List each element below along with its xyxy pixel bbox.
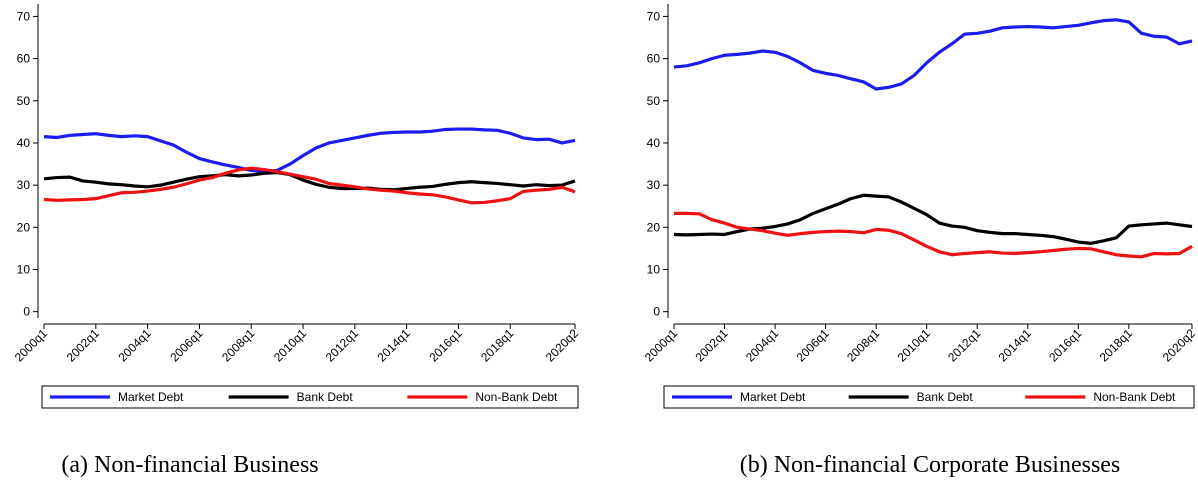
y-tick-label: 20: [647, 220, 661, 234]
y-tick-label: 40: [17, 136, 31, 150]
x-tick-label: 2012q1: [323, 326, 361, 364]
x-tick-label: 2016q1: [1046, 326, 1084, 364]
y-tick-label: 60: [17, 52, 31, 66]
x-tick-label: 2014q1: [996, 326, 1034, 364]
x-tick-label: 2008q1: [219, 326, 257, 364]
legend-box: [663, 385, 1195, 409]
x-tick-label: 2010q1: [895, 326, 933, 364]
x-tick-label: 2006q1: [794, 326, 832, 364]
x-tick-label: 2018q1: [478, 326, 516, 364]
y-tick-label: 0: [653, 305, 660, 319]
y-tick-label: 50: [17, 94, 31, 108]
series-line: [673, 18, 1193, 91]
y-tick-label: 70: [17, 9, 31, 23]
y-tick-label: 40: [647, 136, 661, 150]
y-tick-label: 70: [647, 9, 661, 23]
legend-label: Bank Debt: [917, 390, 974, 404]
legend-label: Non-Bank Debt: [1093, 390, 1176, 404]
y-tick-label: 60: [647, 52, 661, 66]
x-tick-label: 2020q2: [1160, 326, 1198, 364]
x-tick-label: 2004q1: [743, 326, 781, 364]
y-tick-label: 20: [17, 220, 31, 234]
series-line: [43, 170, 576, 192]
chart: 0 10 20 30 40 50 60 70 2000q1 2002q1 2004q1 2006q1 2…: [12, 4, 581, 478]
caption: (a) Non-financial Business: [61, 452, 318, 478]
legend-label: Bank Debt: [297, 390, 354, 404]
x-tick-label: 2000q1: [642, 326, 680, 364]
y-tick-label: 10: [647, 262, 661, 276]
x-tick-label: 2002q1: [64, 326, 102, 364]
x-tick-label: 2014q1: [375, 326, 413, 364]
legend-label: Non-Bank Debt: [475, 390, 558, 404]
legend-label: Market Debt: [118, 390, 184, 404]
x-tick-label: 2004q1: [116, 326, 154, 364]
x-tick-label: 2006q1: [167, 326, 205, 364]
series-line: [673, 193, 1193, 245]
y-tick-label: 0: [23, 305, 30, 319]
caption: (b) Non-financial Corporate Businesses: [740, 452, 1121, 478]
legend-box: [41, 385, 579, 409]
y-tick-label: 30: [647, 178, 661, 192]
series-line: [43, 166, 576, 205]
chart: 0 10 20 30 40 50 60 70 2000q1 2002q1 2004q1 2006q1 2…: [642, 4, 1198, 478]
x-tick-label: 2018q1: [1097, 326, 1135, 364]
x-tick-label: 2012q1: [945, 326, 983, 364]
legend-label: Market Debt: [740, 390, 806, 404]
x-tick-label: 2002q1: [692, 326, 730, 364]
series-line: [43, 127, 576, 174]
y-tick-label: 30: [17, 178, 31, 192]
series-line: [674, 211, 1193, 259]
x-tick-label: 2016q1: [426, 326, 464, 364]
x-tick-label: 2020q2: [543, 326, 581, 364]
y-tick-label: 50: [647, 94, 661, 108]
y-tick-label: 10: [17, 262, 31, 276]
x-tick-label: 2000q1: [12, 326, 50, 364]
x-tick-label: 2010q1: [271, 326, 309, 364]
x-tick-label: 2008q1: [844, 326, 882, 364]
